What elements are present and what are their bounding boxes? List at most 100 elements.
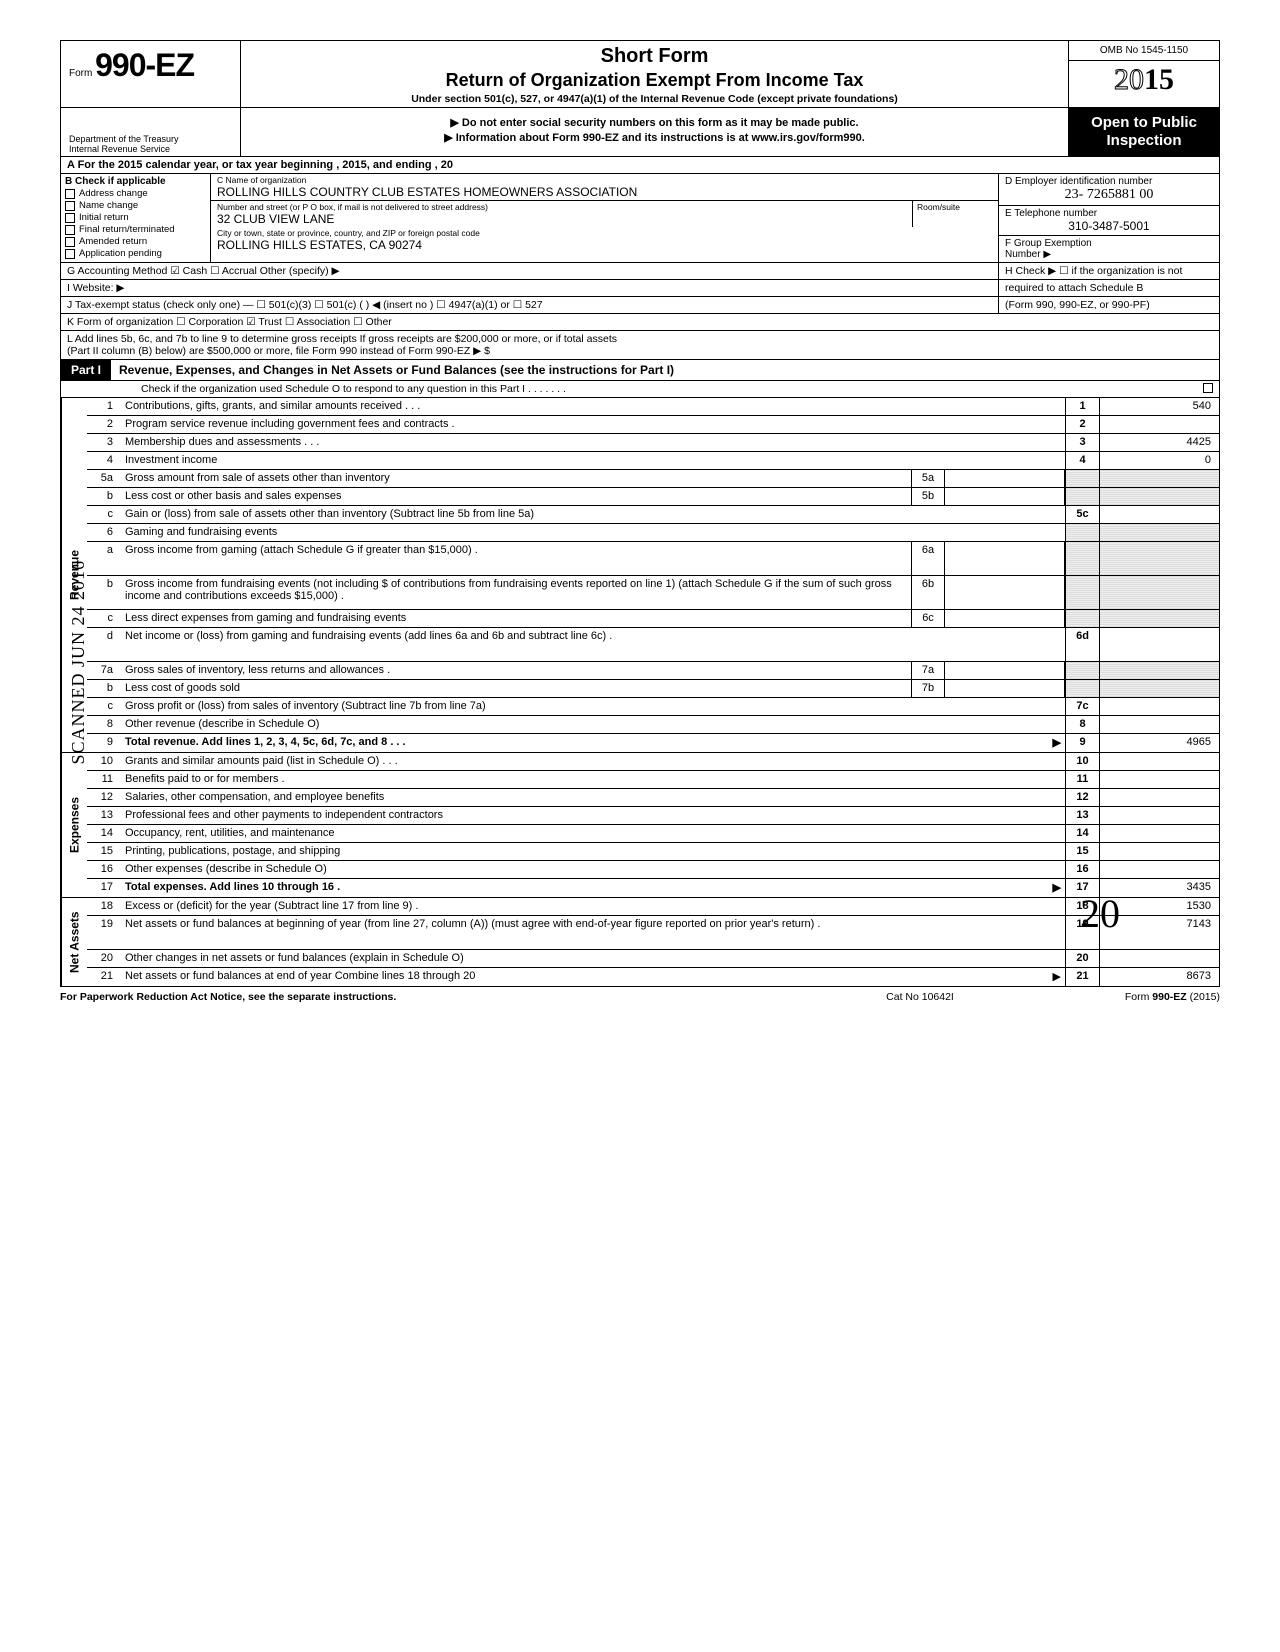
line-2: 2Program service revenue including gover…	[87, 416, 1219, 434]
chk-label: Initial return	[79, 212, 129, 223]
right-value	[1099, 753, 1219, 770]
part-1-tag: Part I	[61, 360, 111, 380]
line-14: 14Occupancy, rent, utilities, and mainte…	[87, 825, 1219, 843]
chk-application-pending[interactable]: Application pending	[65, 248, 206, 259]
right-value: 8673	[1099, 968, 1219, 986]
right-val-shade	[1099, 680, 1219, 697]
label-f-group-exemption: F Group Exemption Number ▶	[999, 236, 1219, 262]
right-num-shade	[1065, 680, 1099, 697]
line-desc: Salaries, other compensation, and employ…	[121, 789, 1065, 806]
checkbox-icon[interactable]	[1203, 383, 1213, 393]
part-1-title: Revenue, Expenses, and Changes in Net As…	[111, 360, 1219, 380]
line-desc: Other revenue (describe in Schedule O)	[121, 716, 1065, 733]
line-desc: Net assets or fund balances at end of ye…	[121, 968, 1065, 986]
dept-cell: Department of the Treasury Internal Reve…	[61, 108, 241, 156]
checkbox-icon	[65, 213, 75, 223]
open-public-badge: Open to Public Inspection	[1069, 108, 1219, 156]
right-val-shade	[1099, 488, 1219, 505]
line-number: b	[87, 680, 121, 697]
right-line-number: 7c	[1065, 698, 1099, 715]
row-a-tax-year: A For the 2015 calendar year, or tax yea…	[61, 157, 1219, 174]
row-j: J Tax-exempt status (check only one) — ☐…	[61, 297, 1219, 314]
right-value	[1099, 698, 1219, 715]
right-value: 0	[1099, 452, 1219, 469]
line-desc: Gross income from fundraising events (no…	[121, 576, 911, 609]
line-5a: 5aGross amount from sale of assets other…	[87, 470, 1219, 488]
line-3: 3Membership dues and assessments . . .34…	[87, 434, 1219, 452]
line-number: a	[87, 542, 121, 575]
right-value	[1099, 843, 1219, 860]
line-desc: Contributions, gifts, grants, and simila…	[121, 398, 1065, 415]
right-value: 540	[1099, 398, 1219, 415]
right-value	[1099, 416, 1219, 433]
right-line-number: 9	[1065, 734, 1099, 752]
mid-line-number: 6c	[911, 610, 945, 627]
right-line-number: 20	[1065, 950, 1099, 967]
line-b: bLess cost of goods sold7b	[87, 680, 1219, 698]
right-val-shade	[1099, 662, 1219, 679]
ein-value: 23- 7265881 00	[1005, 187, 1213, 203]
revenue-lines: 1Contributions, gifts, grants, and simil…	[87, 398, 1219, 752]
line-6: 6Gaming and fundraising events	[87, 524, 1219, 542]
right-line-number: 2	[1065, 416, 1099, 433]
right-value	[1099, 861, 1219, 878]
line-number: 10	[87, 753, 121, 770]
line-number: 14	[87, 825, 121, 842]
line-desc: Gain or (loss) from sale of assets other…	[121, 506, 1065, 523]
section-b-label: B Check if applicable	[65, 176, 206, 187]
mid-value	[945, 542, 1065, 575]
right-line-number: 6d	[1065, 628, 1099, 661]
chk-address-change[interactable]: Address change	[65, 188, 206, 199]
right-value	[1099, 771, 1219, 788]
line-number: 11	[87, 771, 121, 788]
label-d-ein: D Employer identification number	[1005, 176, 1213, 187]
right-line-number: 15	[1065, 843, 1099, 860]
form-number-cell: Form 990-EZ	[61, 41, 241, 107]
chk-initial-return[interactable]: Initial return	[65, 212, 206, 223]
line-number: 6	[87, 524, 121, 541]
row-j-tax-status: J Tax-exempt status (check only one) — ☐…	[61, 297, 999, 313]
row-i: I Website: ▶ required to attach Schedule…	[61, 280, 1219, 297]
line-desc: Membership dues and assessments . . .	[121, 434, 1065, 451]
line-desc: Printing, publications, postage, and shi…	[121, 843, 1065, 860]
line-number: b	[87, 488, 121, 505]
line-number: 15	[87, 843, 121, 860]
line-11: 11Benefits paid to or for members .11	[87, 771, 1219, 789]
org-name: ROLLING HILLS COUNTRY CLUB ESTATES HOMEO…	[217, 185, 992, 199]
line-number: 17	[87, 879, 121, 897]
line-desc: Less cost of goods sold	[121, 680, 911, 697]
label-city: City or town, state or province, country…	[217, 228, 992, 238]
line-number: 16	[87, 861, 121, 878]
right-line-number: 12	[1065, 789, 1099, 806]
right-val-shade	[1099, 610, 1219, 627]
line-desc: Total expenses. Add lines 10 through 16 …	[121, 879, 1065, 897]
row-i-website: I Website: ▶	[61, 280, 999, 296]
chk-amended-return[interactable]: Amended return	[65, 236, 206, 247]
mid-value	[945, 470, 1065, 487]
right-line-number: 8	[1065, 716, 1099, 733]
chk-label: Address change	[79, 188, 148, 199]
line-number: 2	[87, 416, 121, 433]
line-desc: Professional fees and other payments to …	[121, 807, 1065, 824]
chk-label: Amended return	[79, 236, 147, 247]
tax-year: 2015	[1069, 61, 1219, 99]
label-room-suite: Room/suite	[913, 201, 998, 227]
chk-name-change[interactable]: Name change	[65, 200, 206, 211]
line-c: cGross profit or (loss) from sales of in…	[87, 698, 1219, 716]
right-num-shade	[1065, 576, 1099, 609]
line-desc: Gross income from gaming (attach Schedul…	[121, 542, 911, 575]
right-value: 4965	[1099, 734, 1219, 752]
right-num-shade	[1065, 610, 1099, 627]
title-sub: Under section 501(c), 527, or 4947(a)(1)…	[249, 93, 1060, 105]
line-a: aGross income from gaming (attach Schedu…	[87, 542, 1219, 576]
right-line-number: 14	[1065, 825, 1099, 842]
chk-label: Name change	[79, 200, 138, 211]
right-val-shade	[1099, 470, 1219, 487]
label-c-name: C Name of organization	[217, 175, 992, 185]
right-num-shade	[1065, 470, 1099, 487]
right-line-number: 21	[1065, 968, 1099, 986]
right-num-shade	[1065, 488, 1099, 505]
line-desc: Benefits paid to or for members .	[121, 771, 1065, 788]
right-line-number: 16	[1065, 861, 1099, 878]
chk-final-return[interactable]: Final return/terminated	[65, 224, 206, 235]
